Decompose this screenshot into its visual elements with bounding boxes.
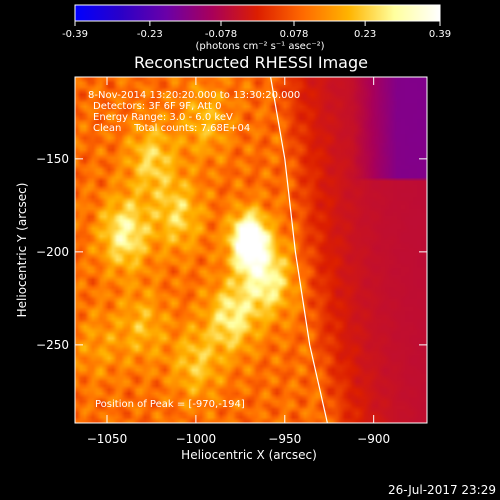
chart-title: Reconstructed RHESSI Image bbox=[134, 53, 368, 72]
info-line-detectors: Detectors: 3F 6F 9F, Att 0 bbox=[93, 101, 221, 112]
x-tick-label: −900 bbox=[357, 432, 390, 446]
y-tick-label: −150 bbox=[36, 152, 69, 166]
x-axis-ticks: −1050 −1000 −950 −900 bbox=[87, 77, 390, 446]
footer-timestamp: 26-Jul-2017 23:29 bbox=[388, 483, 496, 497]
plot-frame bbox=[74, 76, 428, 424]
x-tick-label: −1000 bbox=[176, 432, 217, 446]
solar-limb-line bbox=[270, 77, 328, 423]
colorbar-tick-label: 0.39 bbox=[429, 29, 451, 40]
info-overlay: 8-Nov-2014 13:20:20.000 to 13:30:20.000 … bbox=[88, 90, 300, 410]
info-line-time: 8-Nov-2014 13:20:20.000 to 13:30:20.000 bbox=[88, 90, 300, 101]
y-tick-label: −250 bbox=[36, 338, 69, 352]
info-line-clean: Clean Total counts: 7.68E+04 bbox=[93, 123, 250, 134]
colorbar-tick-label: 0.23 bbox=[354, 29, 376, 40]
colorbar bbox=[74, 4, 441, 22]
y-axis-label: Heliocentric Y (arcsec) bbox=[15, 183, 29, 318]
plot-area bbox=[75, 77, 427, 423]
heatmap-image bbox=[75, 77, 427, 423]
x-axis-label: Heliocentric X (arcsec) bbox=[181, 448, 317, 462]
colorbar-ticks: -0.39 -0.23 -0.078 0.078 0.23 0.39 bbox=[62, 21, 451, 40]
info-line-energy: Energy Range: 3.0 - 6.0 keV bbox=[93, 112, 233, 123]
colorbar-tick-label: -0.39 bbox=[62, 29, 88, 40]
colorbar-tick-label: 0.078 bbox=[280, 29, 309, 40]
peak-position-label: Position of Peak = [-970,-194] bbox=[95, 399, 245, 410]
colorbar-tick-label: -0.078 bbox=[205, 29, 237, 40]
colorbar-units: (photons cm⁻² s⁻¹ asec⁻²) bbox=[195, 41, 324, 52]
y-axis-ticks: −150 −200 −250 bbox=[36, 152, 427, 352]
y-tick-label: −200 bbox=[36, 245, 69, 259]
colorbar-tick-label: -0.23 bbox=[137, 29, 163, 40]
x-tick-label: −950 bbox=[268, 432, 301, 446]
x-tick-label: −1050 bbox=[87, 432, 128, 446]
